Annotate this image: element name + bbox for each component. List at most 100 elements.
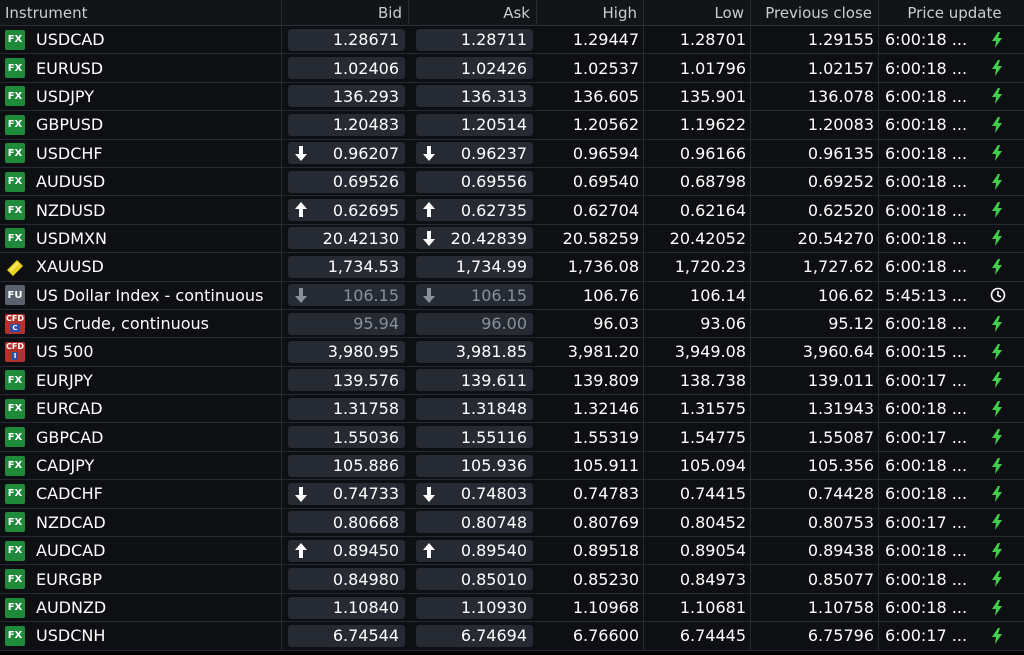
- ask-quote-box[interactable]: 0.80748: [416, 511, 533, 534]
- bid-quote-box[interactable]: 20.42130: [288, 227, 405, 250]
- bid-quote-box[interactable]: 1.20483: [288, 113, 405, 136]
- instrument-cell[interactable]: FX EURUSD: [0, 54, 282, 82]
- bid-cell[interactable]: 139.576: [282, 367, 409, 394]
- bid-cell[interactable]: 20.42130: [282, 225, 409, 252]
- table-row[interactable]: FX AUDUSD 0.69526 0.69556 0.69540 0.68798 0.69…: [0, 167, 1024, 197]
- bid-quote-box[interactable]: 0.80668: [288, 511, 405, 534]
- ask-cell[interactable]: 0.74803: [409, 480, 537, 507]
- bid-cell[interactable]: 0.96207: [282, 140, 409, 167]
- table-row[interactable]: FX GBPUSD 1.20483 1.20514 1.20562 1.19622 1.20…: [0, 111, 1024, 140]
- table-row[interactable]: FX USDJPY 136.293 136.313 136.605 135.901 136.…: [0, 82, 1024, 112]
- bid-quote-box[interactable]: 1.31758: [288, 397, 405, 420]
- table-row[interactable]: FX AUDNZD 1.10840 1.10930 1.10968 1.10681 1.10…: [0, 593, 1024, 623]
- ask-quote-box[interactable]: 0.89540: [416, 539, 533, 562]
- ask-cell[interactable]: 139.611: [409, 367, 537, 394]
- ask-quote-box[interactable]: 0.69556: [416, 170, 533, 193]
- bid-quote-box[interactable]: 106.15: [288, 284, 405, 307]
- ask-cell[interactable]: 136.313: [409, 83, 537, 110]
- bid-quote-box[interactable]: 139.576: [288, 369, 405, 392]
- bid-cell[interactable]: 1,734.53: [282, 253, 409, 280]
- bid-quote-box[interactable]: 95.94: [288, 312, 405, 335]
- table-row[interactable]: FX EURJPY 139.576 139.611 139.809 138.738 139.…: [0, 366, 1024, 396]
- instrument-cell[interactable]: FX USDJPY: [0, 82, 282, 111]
- instrument-cell[interactable]: FU US Dollar Index - continuous: [0, 281, 282, 309]
- instrument-cell[interactable]: FX USDCHF: [0, 139, 282, 167]
- ask-quote-box[interactable]: 1.20514: [416, 113, 533, 136]
- ask-cell[interactable]: 96.00: [409, 310, 537, 337]
- ask-cell[interactable]: 1.55116: [409, 423, 537, 450]
- column-header-low[interactable]: Low: [644, 0, 751, 25]
- column-header-instrument[interactable]: Instrument: [0, 0, 282, 25]
- instrument-cell[interactable]: FX GBPUSD: [0, 111, 282, 139]
- ask-cell[interactable]: 6.74694: [409, 622, 537, 649]
- ask-cell[interactable]: 1.28711: [409, 26, 537, 53]
- ask-quote-box[interactable]: 6.74694: [416, 624, 533, 647]
- table-row[interactable]: FU US Dollar Index - continuous 106.15 106.…: [0, 281, 1024, 310]
- instrument-cell[interactable]: FX NZDUSD: [0, 196, 282, 224]
- bid-quote-box[interactable]: 0.84980: [288, 568, 405, 591]
- ask-cell[interactable]: 1.10930: [409, 594, 537, 621]
- ask-quote-box[interactable]: 105.936: [416, 454, 533, 477]
- ask-quote-box[interactable]: 1.02426: [416, 57, 533, 80]
- bid-quote-box[interactable]: 0.74733: [288, 482, 405, 505]
- ask-quote-box[interactable]: 1.55116: [416, 426, 533, 449]
- bid-cell[interactable]: 1.31758: [282, 395, 409, 422]
- bid-cell[interactable]: 3,980.95: [282, 338, 409, 365]
- instrument-cell[interactable]: FX CADCHF: [0, 480, 282, 508]
- table-row[interactable]: FX EURGBP 0.84980 0.85010 0.85230 0.84973 0.85…: [0, 565, 1024, 594]
- ask-quote-box[interactable]: 106.15: [416, 284, 533, 307]
- ask-cell[interactable]: 1.31848: [409, 395, 537, 422]
- bid-quote-box[interactable]: 105.886: [288, 454, 405, 477]
- bid-cell[interactable]: 1.55036: [282, 423, 409, 450]
- bid-cell[interactable]: 1.28671: [282, 26, 409, 53]
- bid-cell[interactable]: 106.15: [282, 282, 409, 309]
- bid-quote-box[interactable]: 0.89450: [288, 539, 405, 562]
- table-row[interactable]: FX CADCHF 0.74733 0.74803 0.74783 0.74415 0.74…: [0, 480, 1024, 509]
- ask-cell[interactable]: 3,981.85: [409, 338, 537, 365]
- instrument-cell[interactable]: XAUUSD: [0, 253, 282, 281]
- instrument-cell[interactable]: CFD I US 500: [0, 338, 282, 366]
- ask-quote-box[interactable]: 0.74803: [416, 482, 533, 505]
- column-header-bid[interactable]: Bid: [282, 0, 409, 25]
- instrument-cell[interactable]: FX AUDCAD: [0, 537, 282, 565]
- bid-cell[interactable]: 6.74544: [282, 622, 409, 649]
- instrument-cell[interactable]: FX USDCAD: [0, 26, 282, 54]
- ask-cell[interactable]: 0.80748: [409, 509, 537, 536]
- ask-quote-box[interactable]: 20.42839: [416, 227, 533, 250]
- bid-cell[interactable]: 0.89450: [282, 537, 409, 564]
- bid-cell[interactable]: 0.62695: [282, 196, 409, 223]
- bid-cell[interactable]: 1.20483: [282, 111, 409, 138]
- bid-quote-box[interactable]: 1.02406: [288, 57, 405, 80]
- column-header-ask[interactable]: Ask: [409, 0, 537, 25]
- ask-quote-box[interactable]: 0.85010: [416, 568, 533, 591]
- table-row[interactable]: FX USDCAD 1.28671 1.28711 1.29447 1.28701 1.29…: [0, 26, 1024, 55]
- ask-cell[interactable]: 1,734.99: [409, 253, 537, 280]
- instrument-cell[interactable]: FX EURJPY: [0, 366, 282, 395]
- column-header-high[interactable]: High: [537, 0, 644, 25]
- ask-quote-box[interactable]: 1.28711: [416, 28, 533, 51]
- bid-cell[interactable]: 0.69526: [282, 168, 409, 195]
- bid-cell[interactable]: 0.84980: [282, 565, 409, 592]
- ask-cell[interactable]: 0.96237: [409, 140, 537, 167]
- instrument-cell[interactable]: CFD C US Crude, continuous: [0, 309, 282, 338]
- ask-cell[interactable]: 105.936: [409, 452, 537, 479]
- bid-quote-box[interactable]: 0.96207: [288, 142, 405, 165]
- bid-cell[interactable]: 136.293: [282, 83, 409, 110]
- ask-quote-box[interactable]: 0.62735: [416, 199, 533, 222]
- column-header-previous-close[interactable]: Previous close: [751, 0, 879, 25]
- instrument-cell[interactable]: FX USDMXN: [0, 224, 282, 253]
- ask-quote-box[interactable]: 139.611: [416, 369, 533, 392]
- bid-quote-box[interactable]: 0.62695: [288, 199, 405, 222]
- ask-quote-box[interactable]: 1,734.99: [416, 255, 533, 278]
- table-row[interactable]: FX NZDCAD 0.80668 0.80748 0.80769 0.80452 0.80…: [0, 508, 1024, 538]
- bid-quote-box[interactable]: 3,980.95: [288, 340, 405, 363]
- ask-quote-box[interactable]: 3,981.85: [416, 340, 533, 363]
- table-row[interactable]: FX USDMXN 20.42130 20.42839 20.58259 20.42052…: [0, 224, 1024, 254]
- table-row[interactable]: FX NZDUSD 0.62695 0.62735 0.62704 0.62164 0.62…: [0, 196, 1024, 225]
- bid-quote-box[interactable]: 1.10840: [288, 596, 405, 619]
- table-row[interactable]: FX USDCNH 6.74544 6.74694 6.76600 6.74445 6.75…: [0, 622, 1024, 651]
- ask-cell[interactable]: 0.85010: [409, 565, 537, 592]
- ask-quote-box[interactable]: 1.10930: [416, 596, 533, 619]
- ask-cell[interactable]: 1.02426: [409, 54, 537, 81]
- ask-cell[interactable]: 0.69556: [409, 168, 537, 195]
